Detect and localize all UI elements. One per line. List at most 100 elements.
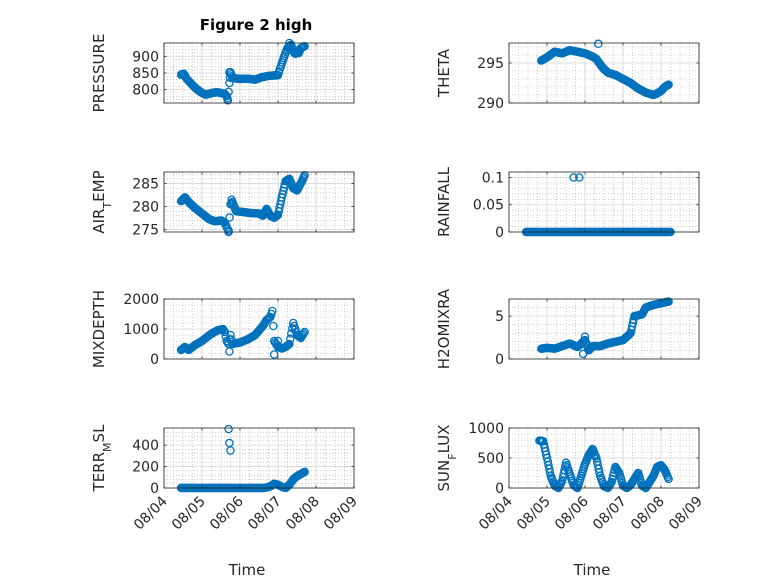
series-markers bbox=[537, 297, 673, 359]
data-point bbox=[664, 297, 673, 306]
data-point bbox=[578, 349, 588, 359]
y-tick-label: 0.1 bbox=[482, 170, 504, 186]
y-axis-label: RAINFALL bbox=[435, 166, 453, 237]
y-tick-label: 0 bbox=[150, 352, 159, 368]
data-point bbox=[545, 468, 555, 477]
data-point bbox=[269, 321, 278, 331]
y-axis-label: MIXDEPTH bbox=[90, 290, 108, 368]
data-point bbox=[599, 65, 609, 74]
data-point bbox=[224, 87, 233, 96]
axes-box bbox=[508, 171, 700, 233]
series-markers bbox=[176, 306, 309, 359]
data-point bbox=[300, 327, 309, 337]
y-label-main: RAINFALL bbox=[435, 166, 453, 237]
series-markers bbox=[537, 39, 673, 100]
data-point bbox=[226, 446, 235, 455]
y-label-main: THETA bbox=[435, 48, 453, 98]
data-point bbox=[286, 334, 295, 344]
data-point bbox=[624, 330, 634, 340]
y-tick-label: 900 bbox=[132, 49, 159, 65]
subplot-h2omixra: 0 5 H2OMIXRA bbox=[435, 288, 700, 369]
y-axis-label: SUNFLUX bbox=[435, 425, 459, 492]
y-tick-label: 285 bbox=[132, 177, 159, 193]
data-point bbox=[300, 170, 309, 180]
y-axis-label: PRESSURE bbox=[90, 34, 108, 113]
axes-box bbox=[163, 427, 355, 489]
subplot-air_temp: 275 280 285 AIRTEMP bbox=[90, 170, 355, 239]
data-point bbox=[575, 173, 584, 182]
data-point bbox=[664, 80, 673, 89]
data-point bbox=[226, 330, 235, 340]
y-label-main: MIXDEPTH bbox=[90, 290, 108, 368]
minor-grid bbox=[508, 171, 700, 233]
y-tick-label: 0 bbox=[495, 352, 504, 368]
y-tick-label: 800 bbox=[132, 83, 159, 99]
data-point bbox=[224, 424, 233, 434]
y-label-main: AIR bbox=[90, 209, 108, 234]
y-tick-label: 0.05 bbox=[473, 198, 504, 214]
y-axis-label: THETA bbox=[435, 48, 453, 98]
y-label-subscript: F bbox=[446, 453, 459, 459]
data-point bbox=[225, 347, 234, 356]
y-tick-label: 275 bbox=[132, 223, 159, 239]
y-tick-label: 2000 bbox=[123, 292, 159, 308]
data-point bbox=[269, 350, 279, 359]
subplot-theta: 290 295 THETA bbox=[435, 39, 700, 112]
y-label-subscript: T bbox=[101, 202, 114, 210]
minor-grid bbox=[163, 427, 355, 489]
data-point bbox=[225, 213, 234, 222]
data-point bbox=[268, 306, 277, 316]
y-tick-label: 280 bbox=[132, 200, 159, 216]
data-point bbox=[225, 68, 234, 77]
y-axis-label: TERRMSL bbox=[90, 424, 114, 493]
data-point bbox=[299, 329, 308, 338]
axes-box bbox=[163, 171, 355, 233]
y-tick-label: 0 bbox=[150, 481, 159, 497]
y-tick-label: 0 bbox=[495, 225, 504, 241]
y-tick-label: 295 bbox=[477, 56, 504, 72]
axes-box bbox=[508, 298, 700, 360]
figure-title: Figure 2 high bbox=[200, 16, 313, 34]
y-tick-label: 500 bbox=[477, 451, 504, 467]
y-tick-label: 5 bbox=[495, 309, 504, 325]
axes-box bbox=[508, 42, 700, 104]
data-point bbox=[227, 195, 236, 204]
y-label-subscript: M bbox=[101, 442, 114, 452]
subplot-mixdepth: 0 1000 2000 MIXDEPTH bbox=[90, 290, 355, 368]
data-point bbox=[300, 467, 309, 477]
y-tick-label: 200 bbox=[132, 460, 159, 476]
y-axis-label: AIRTEMP bbox=[90, 170, 114, 233]
x-axis-label: Time bbox=[573, 561, 611, 579]
y-tick-label: 290 bbox=[477, 96, 504, 112]
data-point bbox=[580, 332, 590, 341]
y-label-tail: LUX bbox=[435, 425, 453, 454]
x-axis-label: Time bbox=[228, 561, 266, 579]
y-axis-label: H2OMIXRA bbox=[435, 288, 453, 369]
data-point bbox=[223, 96, 233, 105]
data-point bbox=[284, 340, 293, 350]
y-label-tail: SL bbox=[90, 424, 108, 443]
series-markers bbox=[535, 436, 673, 493]
data-point bbox=[290, 324, 300, 334]
y-label-main: SUN bbox=[435, 460, 453, 492]
y-label-main: H2OMIXRA bbox=[435, 288, 453, 369]
data-point bbox=[285, 339, 294, 349]
series-markers bbox=[176, 170, 309, 237]
subplot-rainfall: 0 0.05 0.1 RAINFALL bbox=[435, 166, 700, 241]
y-tick-label: 0 bbox=[495, 481, 504, 497]
data-point bbox=[273, 336, 283, 346]
data-point bbox=[569, 173, 578, 182]
data-point bbox=[595, 468, 604, 477]
y-label-main: PRESSURE bbox=[90, 34, 108, 113]
y-tick-label: 1000 bbox=[123, 322, 159, 338]
y-label-tail: EMP bbox=[90, 170, 108, 201]
y-tick-label: 400 bbox=[132, 438, 159, 454]
data-point bbox=[664, 474, 673, 484]
y-label-main: TERR bbox=[90, 452, 108, 493]
y-tick-label: 1000 bbox=[468, 421, 504, 437]
data-point bbox=[594, 39, 603, 49]
y-tick-label: 850 bbox=[132, 66, 159, 82]
